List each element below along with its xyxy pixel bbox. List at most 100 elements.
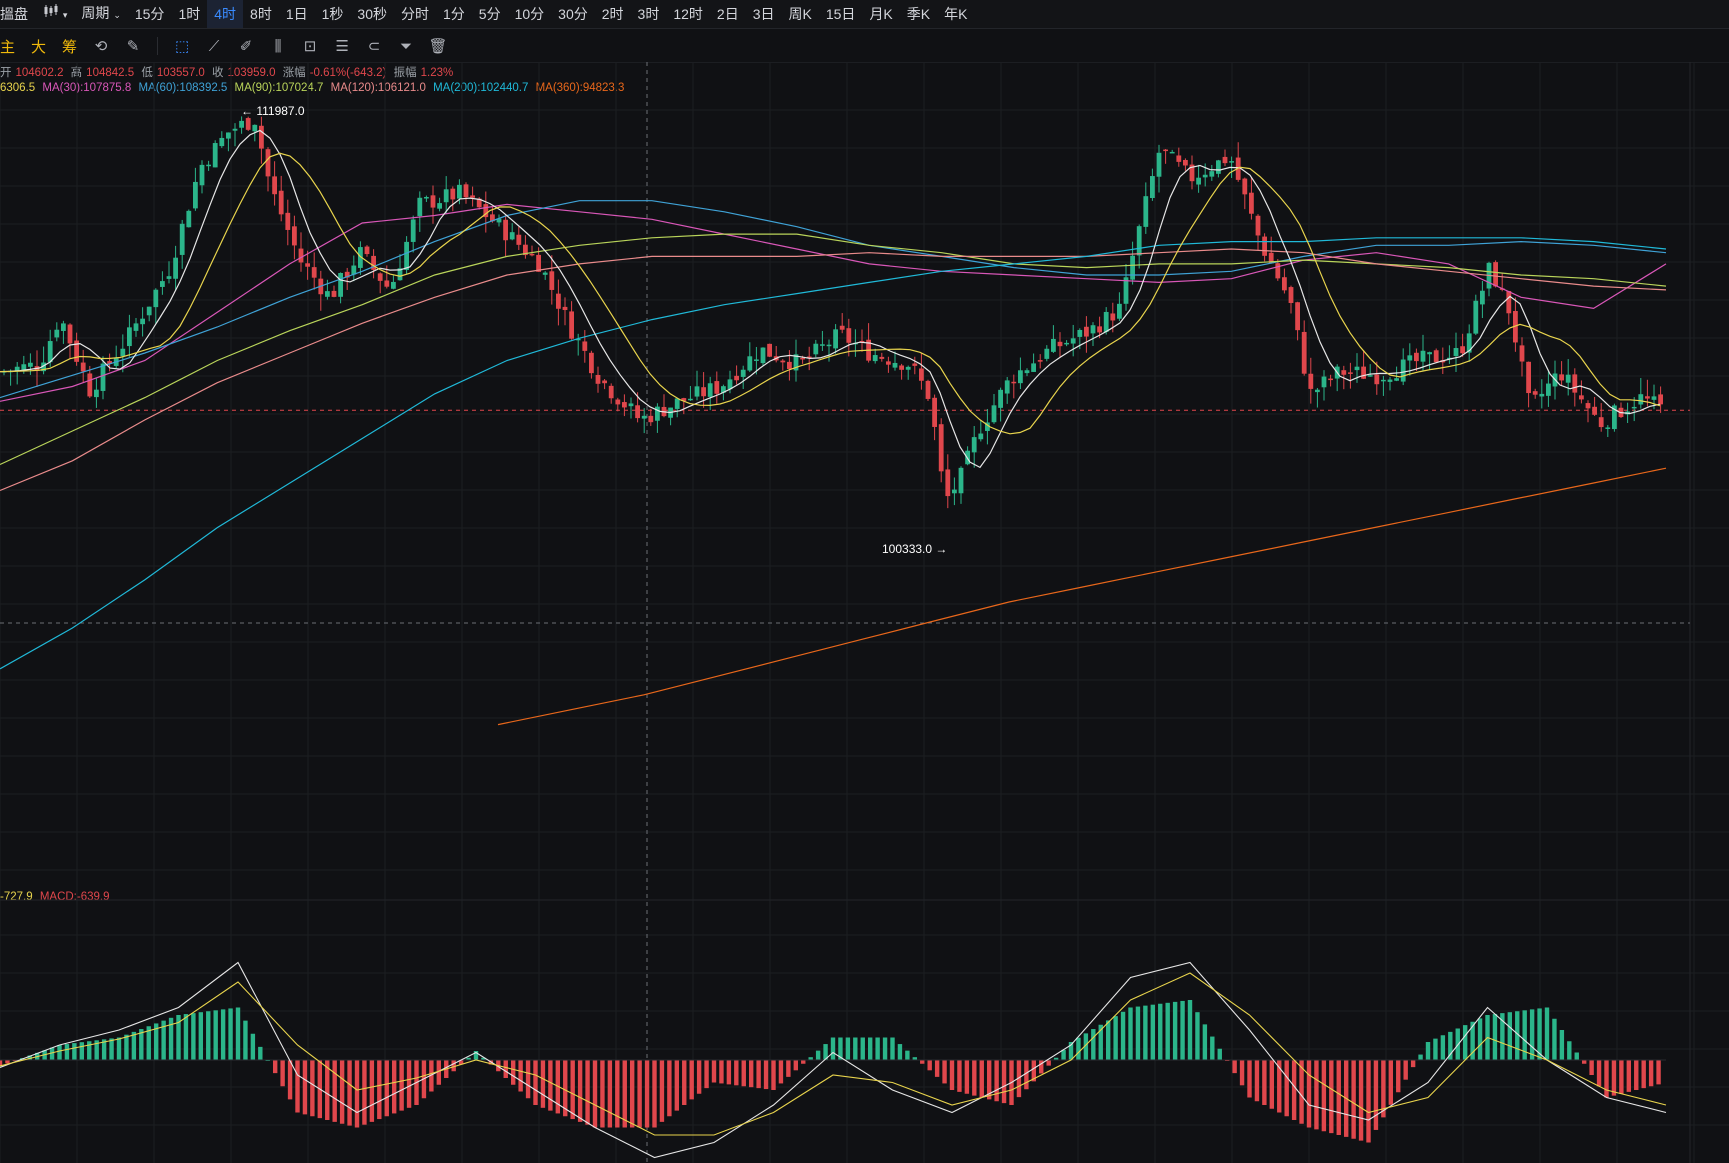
chart-style-button[interactable]: ▾ xyxy=(36,0,74,29)
candle-body xyxy=(1189,164,1195,182)
select-icon[interactable]: ⬚ xyxy=(174,38,190,55)
macd-histogram-bar xyxy=(912,1057,918,1060)
tab-interval-17[interactable]: 周K xyxy=(788,6,812,22)
macd-histogram-bar xyxy=(287,1060,293,1100)
candle-body xyxy=(622,402,627,408)
candle-body xyxy=(569,311,574,339)
macd-histogram-bar xyxy=(1425,1042,1431,1060)
macd-histogram-bar xyxy=(1061,1049,1066,1060)
candle-body xyxy=(28,362,33,367)
pencil-edit-icon[interactable]: ✐ xyxy=(239,38,253,55)
candle-body xyxy=(1612,405,1617,430)
macd-histogram-bar xyxy=(496,1060,501,1072)
macd-histogram-bar xyxy=(1477,1018,1483,1060)
tab-interval-18[interactable]: 15日 xyxy=(825,6,856,22)
macd-histogram-bar xyxy=(629,1060,635,1128)
tool-big[interactable]: 大 xyxy=(31,38,47,56)
drawing-toolbar: 主 大 筹 ⟲ ✎ ⬚ ⟋ ✐ ⫼ ⊡ ☰ ⊂ ⏷ 🗑 xyxy=(0,30,1729,63)
tab-interval-9[interactable]: 5分 xyxy=(478,6,501,22)
tab-interval-2[interactable]: 4时 xyxy=(207,0,244,28)
macd-histogram-bar xyxy=(786,1060,791,1077)
candle-body xyxy=(859,341,865,343)
candle-body xyxy=(47,341,53,363)
macd-histogram-bar xyxy=(220,1009,226,1060)
macd-histogram-bar xyxy=(1135,1006,1141,1060)
pen-icon[interactable]: ✎ xyxy=(126,38,140,55)
candle-body xyxy=(542,272,548,275)
candle-body xyxy=(318,278,324,295)
trash-icon[interactable]: 🗑 xyxy=(428,38,448,55)
note-icon[interactable]: ☰ xyxy=(335,38,349,55)
refresh-icon[interactable]: ⟲ xyxy=(94,38,108,55)
ruler-icon[interactable]: ⟋ xyxy=(208,37,220,55)
macd-histogram-bar xyxy=(94,1040,99,1060)
candle-body xyxy=(1308,373,1314,389)
macd-histogram-bar xyxy=(1634,1060,1639,1090)
candle-body xyxy=(351,265,357,275)
ma-line xyxy=(0,200,1667,399)
tab-interval-6[interactable]: 30秒 xyxy=(357,6,387,22)
tab-interval-14[interactable]: 12时 xyxy=(673,6,703,22)
candle-body xyxy=(971,437,977,453)
macd-histogram-bar xyxy=(5,1060,10,1064)
tab-interval-4[interactable]: 1日 xyxy=(285,6,308,22)
filter-icon[interactable]: ⏷ xyxy=(400,37,413,55)
tab-interval-19[interactable]: 月K xyxy=(869,6,893,22)
tab-interval-21[interactable]: 年K xyxy=(944,6,968,22)
candle-body xyxy=(879,356,885,359)
candle-body xyxy=(391,281,396,289)
tab-interval-3[interactable]: 8时 xyxy=(250,6,272,22)
candle-body xyxy=(1209,171,1215,177)
candle-body xyxy=(1618,407,1624,418)
tab-interval-12[interactable]: 2时 xyxy=(601,6,624,22)
ma-legend-item: MA(200):102440.7 xyxy=(433,82,529,94)
tab-interval-16[interactable]: 3日 xyxy=(752,6,775,22)
period-dropdown[interactable]: 周期 ⌄ xyxy=(74,0,127,29)
candle-body xyxy=(661,406,667,417)
tab-interval-20[interactable]: 季K xyxy=(906,6,931,22)
candle-body xyxy=(1381,379,1386,382)
macd-histogram-bar xyxy=(414,1060,419,1105)
tab-interval-8[interactable]: 1分 xyxy=(443,6,465,22)
tab-interval-13[interactable]: 3时 xyxy=(637,6,660,22)
macd-histogram-bar xyxy=(644,1060,650,1128)
candle-body xyxy=(503,219,508,241)
macd-histogram-bar xyxy=(674,1060,680,1111)
candle-body xyxy=(404,241,409,270)
candle-body xyxy=(787,361,792,369)
macd-histogram-bar xyxy=(1113,1016,1118,1060)
candle-body xyxy=(259,125,264,149)
candle-body xyxy=(872,355,878,362)
tab-interval-5[interactable]: 1秒 xyxy=(321,6,344,22)
lock-icon[interactable]: ⊡ xyxy=(303,38,317,55)
tool-chip[interactable]: 筹 xyxy=(62,38,78,56)
macd-histogram-bar xyxy=(1418,1054,1423,1060)
macd-histogram-bar xyxy=(1440,1035,1446,1060)
tab-interval-11[interactable]: 30分 xyxy=(558,6,588,22)
candle-body xyxy=(688,398,693,401)
candle-body xyxy=(648,415,654,423)
candle-body xyxy=(615,399,621,405)
macd-histogram-bar xyxy=(339,1060,345,1124)
macd-histogram-bar xyxy=(1559,1030,1565,1060)
candle-body xyxy=(1453,348,1459,356)
candle-body xyxy=(1585,403,1591,409)
candle-body xyxy=(1183,159,1188,166)
macd-histogram-bar xyxy=(622,1060,627,1128)
macd-histogram-bar xyxy=(191,1013,196,1060)
tool-main[interactable]: 主 xyxy=(0,38,16,56)
candle-body xyxy=(1156,152,1162,177)
candle-body xyxy=(272,176,277,195)
magnet-icon[interactable]: ⊂ xyxy=(367,38,381,55)
macd-histogram-bar xyxy=(139,1029,144,1060)
tab-interval-1[interactable]: 1时 xyxy=(178,6,201,22)
candle-body xyxy=(516,234,522,245)
tab-interval-10[interactable]: 10分 xyxy=(514,6,545,22)
macd-histogram-bar xyxy=(362,1060,367,1125)
tab-interval-15[interactable]: 2日 xyxy=(716,6,739,22)
tab-interval-0[interactable]: 15分 xyxy=(134,6,165,22)
indicator-icon[interactable]: ⫼ xyxy=(274,37,282,55)
macd-histogram-bar xyxy=(1366,1060,1371,1143)
tab-interval-7[interactable]: 分时 xyxy=(401,6,429,22)
